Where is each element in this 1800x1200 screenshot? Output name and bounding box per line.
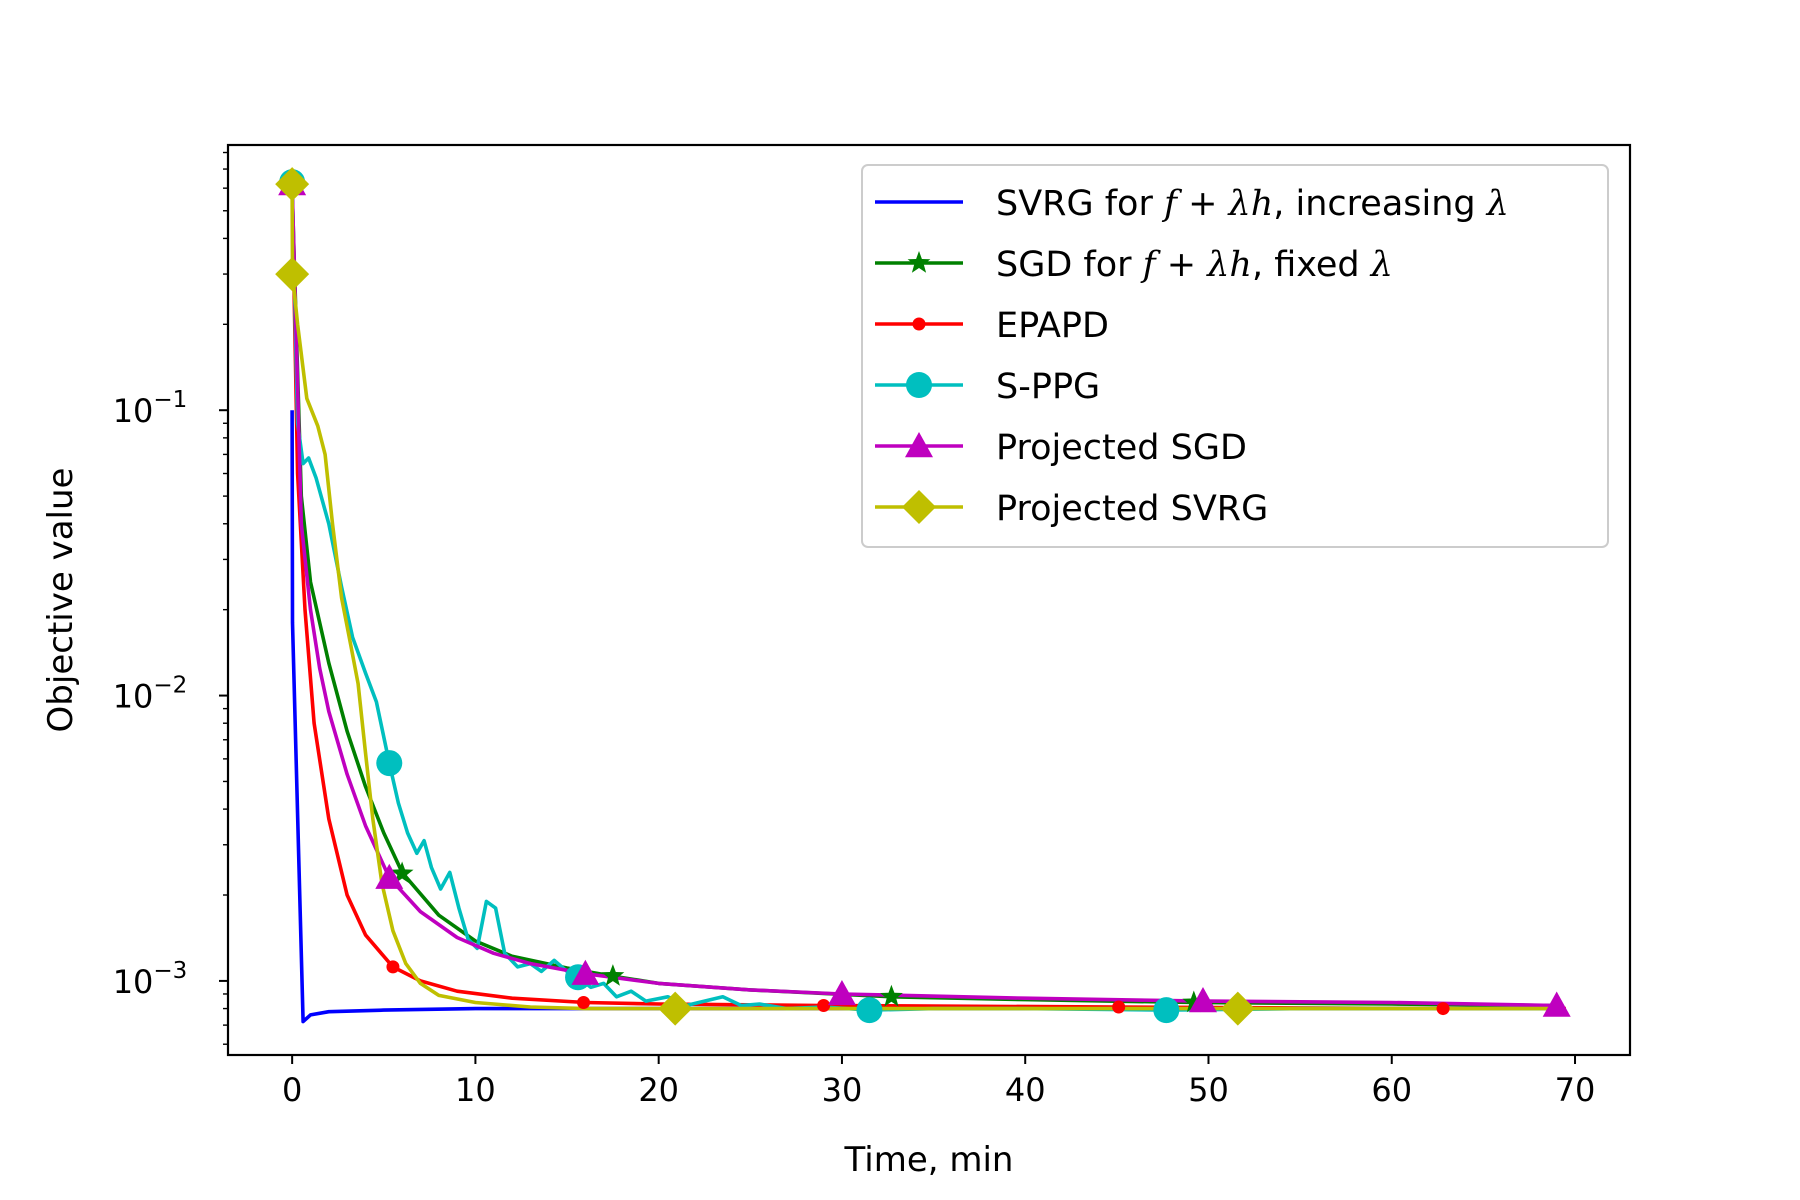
legend-item: S-PPG <box>875 367 1100 407</box>
data-point <box>912 317 926 331</box>
legend-box <box>861 164 1609 548</box>
legend-item: SVRG for f + λh, increasing λ <box>875 184 1509 224</box>
data-point <box>905 432 933 458</box>
y-tick-base: 10 <box>113 678 154 716</box>
x-tick-label: 30 <box>822 1071 863 1109</box>
data-point <box>1188 987 1217 1013</box>
y-tick-label: 10−2 <box>113 673 188 716</box>
series-layer <box>290 182 1566 1024</box>
data-point <box>571 959 600 985</box>
series-line-4 <box>290 184 1557 1008</box>
legend-label: Projected SVRG <box>996 489 1268 529</box>
data-point <box>1542 991 1571 1017</box>
data-point <box>827 979 856 1006</box>
legend-label: SGD for f + λh, fixed λ <box>996 245 1393 285</box>
data-point <box>1112 1000 1126 1014</box>
data-point <box>275 257 310 292</box>
data-point <box>902 490 936 524</box>
data-point <box>390 861 414 884</box>
x-tick-label: 50 <box>1188 1071 1229 1109</box>
marker-layer <box>275 167 1571 1026</box>
legend-label-part: S-PPG <box>996 367 1100 407</box>
data-point <box>658 991 693 1026</box>
x-tick-label: 60 <box>1371 1071 1412 1109</box>
legend-item: SGD for f + λh, fixed λ <box>875 245 1393 285</box>
data-point <box>907 251 931 273</box>
legend-label: SVRG for f + λh, increasing λ <box>996 184 1509 224</box>
data-point <box>856 997 883 1024</box>
x-tick-label: 40 <box>1005 1071 1046 1109</box>
data-point <box>1220 991 1255 1026</box>
x-tick-label: 10 <box>455 1071 496 1109</box>
legend: SVRG for f + λh, increasing λ SGD for f +… <box>861 164 1609 548</box>
y-axis-label: Objective value <box>41 468 81 733</box>
y-tick-exponent: −3 <box>153 958 187 984</box>
x-tick-label: 0 <box>282 1071 302 1109</box>
x-tick-label: 20 <box>638 1071 679 1109</box>
y-tick-label: 10−1 <box>113 387 188 430</box>
y-tick-exponent: −2 <box>153 673 187 699</box>
legend-item: Projected SGD <box>875 428 1247 468</box>
data-point <box>1153 997 1180 1024</box>
data-point <box>906 372 932 398</box>
data-point <box>275 167 310 202</box>
plot-area <box>226 143 1632 1057</box>
legend-label-part: , increasing <box>1273 184 1487 224</box>
legend-item: EPAPD <box>875 306 1109 346</box>
legend-label-part: λh <box>1227 184 1274 224</box>
data-point <box>386 960 400 974</box>
data-point <box>376 750 403 777</box>
data-point <box>1182 990 1206 1013</box>
series-line-3 <box>290 182 1557 1012</box>
data-point <box>817 999 831 1013</box>
legend-label-part: EPAPD <box>996 306 1109 346</box>
legend-item: Projected SVRG <box>875 489 1268 529</box>
data-point <box>601 964 625 986</box>
legend-label-part: λh <box>1205 245 1252 285</box>
legend-label-part: , fixed <box>1252 245 1371 285</box>
data-point <box>375 863 404 889</box>
legend-label-part: λ <box>1369 245 1393 285</box>
data-point <box>1436 1002 1450 1016</box>
y-axis: 10−110−210−3 <box>113 151 228 1045</box>
data-point <box>880 984 903 1007</box>
y-tick-base: 10 <box>113 392 154 430</box>
legend-label-part: λ <box>1485 184 1509 224</box>
x-axis-label: Time, min <box>844 1140 1014 1180</box>
legend-label: S-PPG <box>996 367 1100 407</box>
y-tick-base: 10 <box>113 963 154 1001</box>
legend-label-part: SGD for <box>996 245 1143 285</box>
x-axis: 0 10 20 30 40 50 60 70 <box>282 1055 1595 1109</box>
legend-label-part: + <box>1177 184 1229 224</box>
series-line-5 <box>290 184 1557 1011</box>
legend-label: EPAPD <box>996 306 1109 346</box>
y-tick-label: 10−3 <box>113 958 188 1001</box>
data-point <box>577 996 591 1010</box>
legend-label-part: Projected SGD <box>996 428 1247 468</box>
y-tick-exponent: −1 <box>153 387 187 413</box>
legend-label: Projected SGD <box>996 428 1247 468</box>
legend-label-part: + <box>1156 245 1208 285</box>
axes-frame <box>226 143 1632 1057</box>
legend-label-part: Projected SVRG <box>996 489 1268 529</box>
x-tick-label: 70 <box>1555 1071 1596 1109</box>
legend-label-part: SVRG for <box>996 184 1164 224</box>
